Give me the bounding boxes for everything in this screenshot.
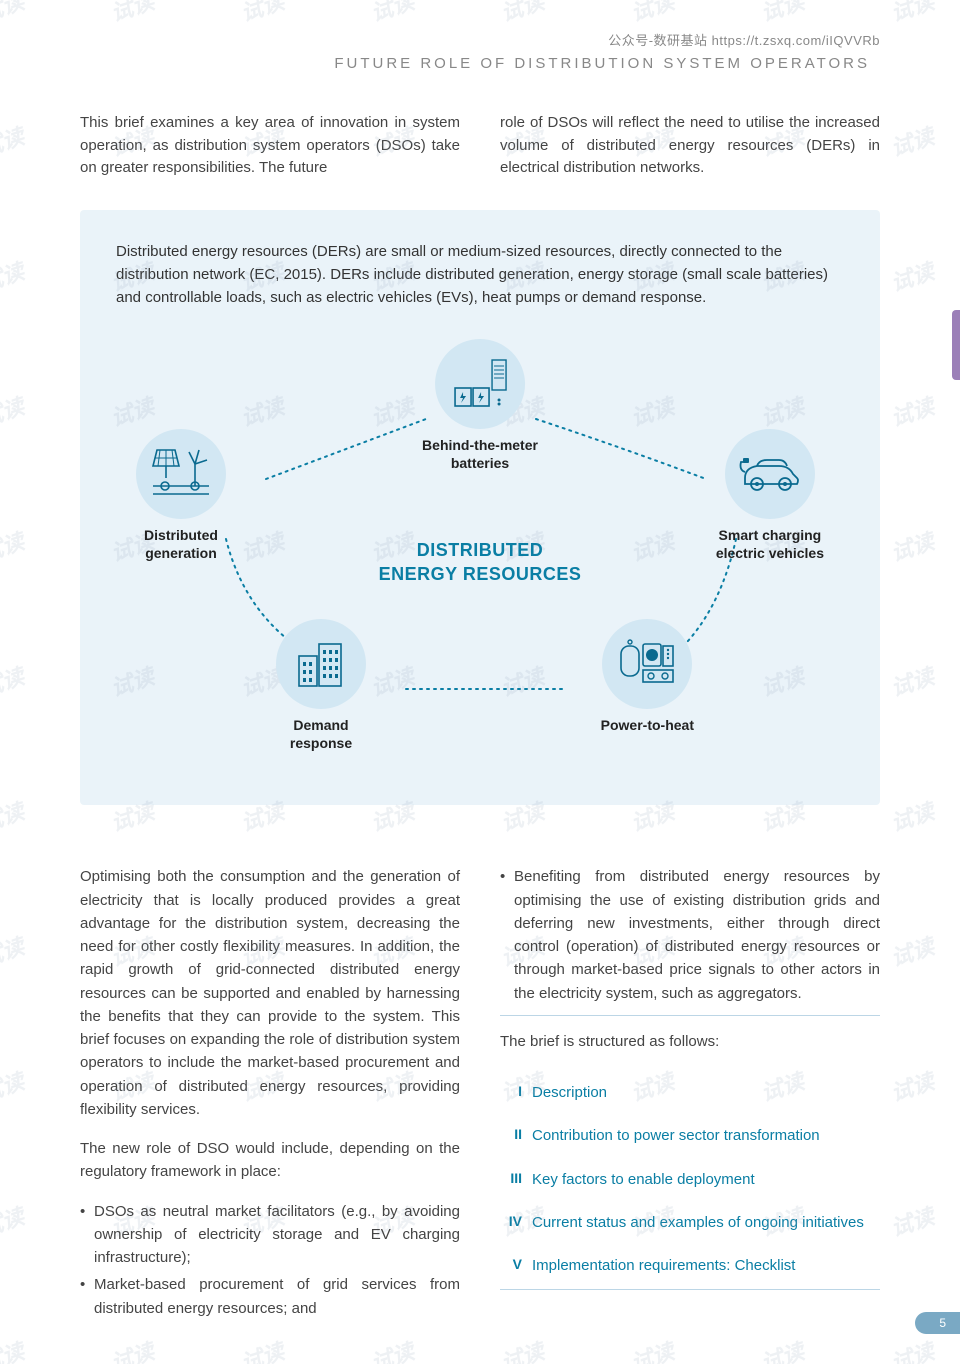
toc-label: Current status and examples of ongoing i… — [532, 1211, 864, 1234]
node-ev: Smart charging electric vehicles — [716, 429, 824, 562]
bullet-item: Benefiting from distributed energy resou… — [500, 865, 880, 1005]
page-number: 5 — [915, 1312, 960, 1334]
bullet-item: DSOs as neutral market facilitators (e.g… — [80, 1200, 460, 1270]
body-right-col: Benefiting from distributed energy resou… — [500, 865, 880, 1324]
toc-num: V — [500, 1254, 522, 1276]
body-columns: Optimising both the consumption and the … — [80, 865, 880, 1324]
intro-columns: This brief examines a key area of innova… — [80, 112, 880, 180]
body-left-col: Optimising both the consumption and the … — [80, 865, 460, 1324]
page-title: FUTURE ROLE OF DISTRIBUTION SYSTEM OPERA… — [80, 55, 880, 72]
node-batteries: Behind-the-meter batteries — [422, 339, 538, 472]
toc-item[interactable]: II Contribution to power sector transfor… — [500, 1114, 880, 1157]
solar-wind-icon — [136, 429, 226, 519]
node-ev-label: Smart charging electric vehicles — [716, 527, 824, 562]
node-demand-response: Demand response — [276, 619, 366, 752]
toc-intro: The brief is structured as follows: — [500, 1030, 880, 1053]
toc-item[interactable]: V Implementation requirements: Checklist — [500, 1244, 880, 1287]
heat-pump-icon — [602, 619, 692, 709]
toc-num: IV — [500, 1211, 522, 1233]
toc-num: I — [500, 1081, 522, 1103]
buildings-icon — [276, 619, 366, 709]
body-right-bullets: Benefiting from distributed energy resou… — [500, 865, 880, 1005]
der-infobox: Distributed energy resources (DERs) are … — [80, 210, 880, 806]
toc-num: II — [500, 1124, 522, 1146]
batteries-icon — [435, 339, 525, 429]
toc-list: I Description II Contribution to power s… — [500, 1069, 880, 1290]
toc-item[interactable]: I Description — [500, 1071, 880, 1114]
toc-item[interactable]: III Key factors to enable deployment — [500, 1158, 880, 1201]
divider — [500, 1015, 880, 1016]
toc-label: Key factors to enable deployment — [532, 1168, 755, 1191]
toc-item[interactable]: IV Current status and examples of ongoin… — [500, 1201, 880, 1244]
infobox-text: Distributed energy resources (DERs) are … — [116, 240, 844, 310]
toc-label: Contribution to power sector transformat… — [532, 1124, 820, 1147]
body-p2: The new role of DSO would include, depen… — [80, 1137, 460, 1184]
toc-num: III — [500, 1168, 522, 1190]
ev-icon — [725, 429, 815, 519]
side-tab — [952, 310, 960, 380]
node-batteries-label: Behind-the-meter batteries — [422, 437, 538, 472]
diagram-center-title: DISTRIBUTED ENERGY RESOURCES — [379, 539, 582, 586]
node-power-to-heat: Power-to-heat — [601, 619, 694, 735]
body-left-bullets: DSOs as neutral market facilitators (e.g… — [80, 1200, 460, 1320]
intro-right: role of DSOs will reflect the need to ut… — [500, 112, 880, 180]
bullet-item: Market-based procurement of grid service… — [80, 1273, 460, 1320]
body-p1: Optimising both the consumption and the … — [80, 865, 460, 1121]
header-source-note: 公众号-数研基站 https://t.zsxq.com/iIQVVRb — [80, 30, 880, 49]
node-distributed-gen: Distributed generation — [136, 429, 226, 562]
toc-label: Implementation requirements: Checklist — [532, 1254, 795, 1277]
node-demand-response-label: Demand response — [276, 717, 366, 752]
node-distributed-gen-label: Distributed generation — [136, 527, 226, 562]
toc-label: Description — [532, 1081, 607, 1104]
node-power-to-heat-label: Power-to-heat — [601, 717, 694, 735]
intro-left: This brief examines a key area of innova… — [80, 112, 460, 180]
der-diagram: Behind-the-meter batteries Distributed g… — [116, 339, 844, 769]
